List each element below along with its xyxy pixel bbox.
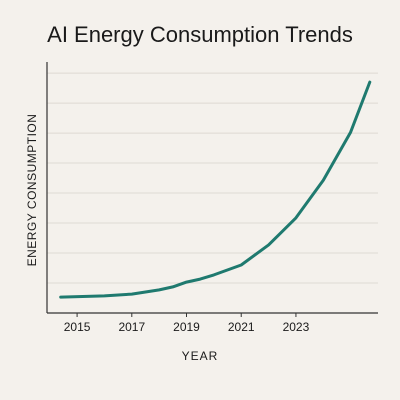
chart-title: AI Energy Consumption Trends [47,22,353,47]
y-axis-label: ENERGY CONSUMPTION [25,114,39,267]
x-tick-label: 2023 [283,320,310,334]
data-line [59,80,372,299]
x-tick-label: 2019 [173,320,200,334]
x-tick-label: 2021 [228,320,255,334]
x-tick-label: 2017 [118,320,145,334]
x-tick-label: 2015 [64,320,91,334]
x-axis-label: YEAR [182,349,219,363]
